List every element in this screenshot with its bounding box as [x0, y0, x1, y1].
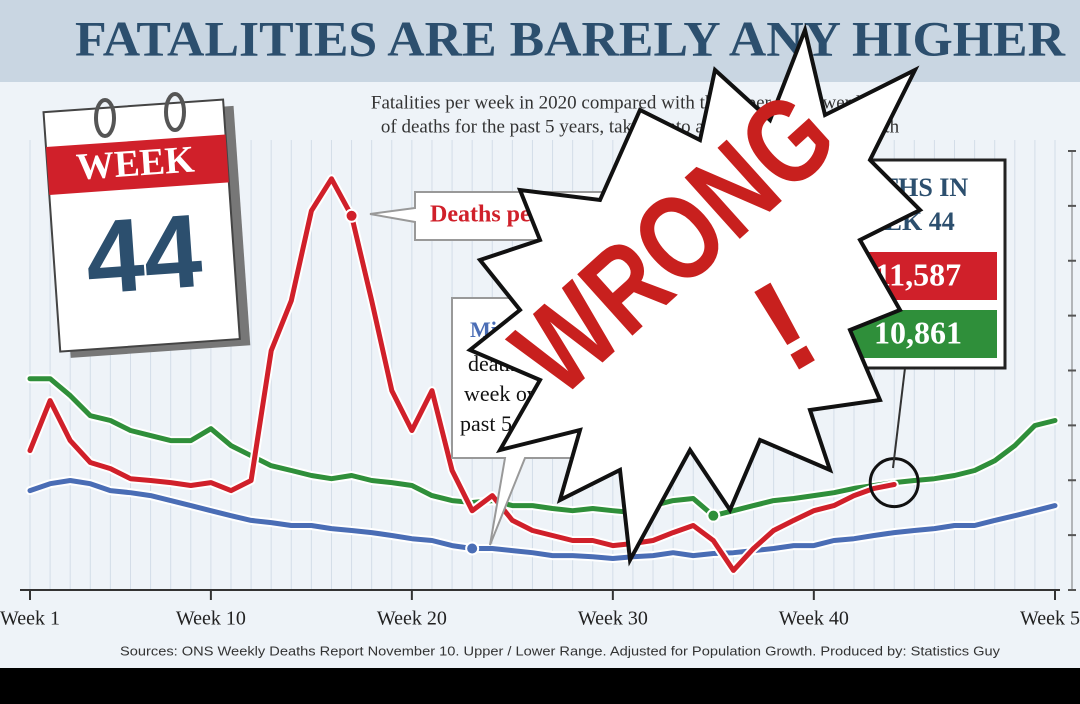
x-tick-label: Week 30 — [578, 608, 648, 630]
calendar-ring — [94, 98, 116, 138]
chart-title: FATALITIES ARE BARELY ANY HIGHER — [75, 10, 1066, 66]
x-tick-label: Week 1 — [0, 608, 60, 630]
starburst — [466, 23, 924, 567]
point-marker — [706, 508, 721, 523]
calendar: WEEK 44 — [42, 92, 251, 358]
series-group — [25, 174, 1060, 575]
value-label: 11,587 — [875, 256, 961, 292]
source: Sources: ONS Weekly Deaths Report Novemb… — [120, 643, 1001, 658]
calendar-ring — [164, 92, 186, 132]
x-tick-label: Week 52 — [1020, 608, 1080, 630]
calendar-label: WEEK — [75, 138, 196, 188]
calendar-number: 44 — [82, 193, 206, 317]
value-label: 10,861 — [874, 314, 962, 350]
series-line — [27, 176, 897, 573]
wrong-overlay: WRONG ! — [466, 23, 924, 567]
title-band — [0, 0, 1080, 82]
calendar-band — [45, 134, 229, 195]
series-line — [27, 478, 1058, 561]
point-marker — [465, 541, 480, 556]
point-marker — [344, 208, 359, 223]
x-tick-label: Week 10 — [176, 608, 246, 630]
x-tick-label: Week 20 — [377, 608, 447, 630]
x-tick-label: Week 40 — [779, 608, 849, 630]
subtitle: Fatalities per week in 2020 compared wit… — [371, 92, 899, 113]
pointer — [892, 367, 906, 469]
